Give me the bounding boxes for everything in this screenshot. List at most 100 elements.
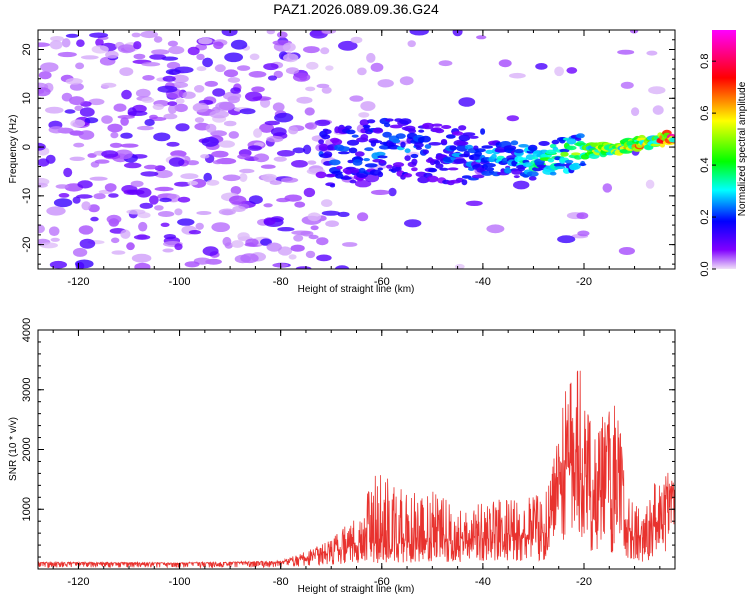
ridge-blob [392,162,405,168]
spectral-blob [69,156,85,161]
spectral-blob [303,46,320,54]
spectral-blob [305,250,316,259]
ridge-blob [344,125,352,130]
spectral-blob [175,98,185,104]
spectral-blob [126,209,146,215]
spectral-blob [166,141,180,147]
ridge-blob [411,158,418,165]
spectral-blob [325,65,334,71]
ridge-blob [559,148,570,153]
spectral-blob [127,107,137,117]
ridge-blob [431,123,443,127]
snr-x-label: Height of straight line (km) [298,584,415,595]
ridge-blob [445,134,456,139]
spectral-blob [120,117,129,126]
spectral-blob [202,57,214,68]
x-tick-label: -100 [169,276,191,288]
spectral-blob [152,103,164,110]
spectral-blob [133,41,142,50]
spectral-blob [237,232,250,241]
spectral-blob [63,167,73,178]
ridge-blob [335,173,344,179]
spectral-blob [377,79,394,88]
ridge-blob [364,163,378,168]
spectral-blob [168,157,185,167]
ridge-blob [451,131,464,136]
ridge-blob [518,144,529,148]
spectral-blob [136,187,152,198]
ridge-blob [461,175,472,179]
spectral-blob [370,189,390,195]
ridge-blob [441,125,452,129]
ridge-blob [367,119,376,124]
ridge-blob [511,160,518,167]
spectral-blob [263,63,279,71]
snr-series-line [38,370,675,569]
ridge-blob [564,159,574,164]
spectral-blob [141,97,155,103]
spectral-blob [321,199,333,208]
ridge-blob [463,150,470,158]
spectral-blob [184,261,200,268]
ridge-blob [346,139,360,146]
spectral-blob [94,159,110,164]
spectral-blob [321,210,341,216]
ridge-blob [440,138,448,145]
x-tick-label: -120 [67,576,89,588]
spectral-blob [174,66,194,74]
spectral-blob [75,62,85,70]
x-tick-label: -20 [576,276,592,288]
spectral-blob [648,86,666,95]
spectral-blob [196,53,205,61]
spectral-blob [174,181,191,187]
ridge-blob [566,137,577,145]
spectral-blob [223,120,237,127]
spectral-blob [652,105,664,115]
y-tick-label: -20 [21,237,33,253]
spectral-blob [78,225,94,235]
x-tick-label: -40 [475,576,491,588]
spectral-blob [576,212,589,220]
spectral-blob [200,154,210,159]
spectral-blob [342,242,358,247]
spectrogram-y-label: Frequency (Hz) [8,115,19,184]
spectral-blob [202,246,219,256]
ridge-blob [531,156,539,160]
spectral-blob [203,172,212,183]
spectral-blob [192,102,209,113]
ridge-blob [458,125,467,131]
ridge-blob [483,163,496,168]
spectral-blob [337,211,350,217]
ridge-blob [345,129,356,135]
spectral-blob [180,173,199,180]
ridge-blob [453,158,467,164]
spectral-blob [321,86,332,94]
spectral-blob [194,117,205,123]
chart-title: PAZ1.2026.089.09.36.G24 [273,1,439,17]
ridge-blob [352,159,363,166]
ridge-blob [375,151,386,157]
spectral-blob [276,197,290,203]
y-tick-label: 20 [21,43,33,55]
y-tick-label: -10 [21,188,33,204]
spectral-blob [64,109,76,114]
spectral-blob [141,61,161,67]
spectral-blob [45,106,64,114]
spectral-blob [211,222,230,233]
ridge-blob [321,134,331,140]
ridge-blob [400,141,406,148]
ridge-blob [527,144,538,152]
spectral-blob [53,198,73,208]
spectral-blob [273,70,283,79]
spectral-blob [316,237,329,246]
spectral-blob [93,193,106,200]
snr-background [38,330,675,569]
spectral-blob [58,193,70,198]
spectral-blob [65,33,79,38]
spectral-blob [142,75,155,81]
spectral-blob [119,67,134,76]
spectral-blob [157,211,175,217]
ridge-blob [315,171,327,179]
spectral-blob [154,205,164,211]
